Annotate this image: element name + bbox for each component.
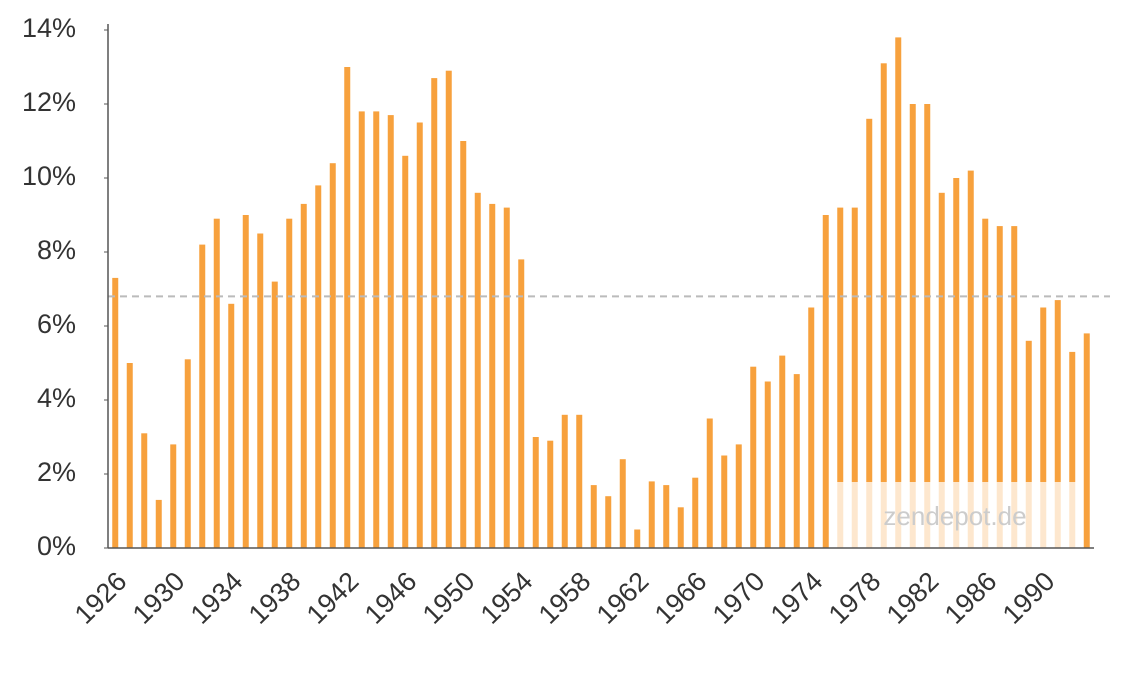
x-tick-label: 1926 (69, 566, 133, 630)
x-tick-label: 1954 (475, 566, 539, 630)
bar (634, 529, 641, 548)
y-tick-label: 12% (22, 87, 76, 117)
bar (489, 203, 496, 548)
watermark-box (837, 482, 1077, 548)
bar (445, 70, 452, 548)
bar (1069, 351, 1076, 548)
bar (141, 433, 148, 548)
bar (474, 192, 481, 549)
bar (503, 207, 510, 548)
x-tick-label: 1942 (301, 566, 365, 630)
bar (271, 281, 278, 548)
bar (199, 244, 206, 548)
bar (518, 259, 525, 548)
bar (735, 444, 742, 548)
bar (677, 507, 684, 548)
x-tick-label: 1990 (997, 566, 1061, 630)
x-tick-label: 1934 (185, 566, 249, 630)
bar (460, 141, 467, 548)
x-tick-label: 1946 (359, 566, 423, 630)
bar (982, 218, 989, 548)
bar (967, 170, 974, 548)
bar (619, 459, 626, 548)
bar (242, 215, 249, 548)
bar (1025, 340, 1032, 548)
bar (532, 437, 539, 548)
y-tick-label: 2% (37, 457, 76, 487)
bar (431, 78, 438, 548)
watermark: zendepot.de (883, 501, 1026, 531)
bar (358, 111, 365, 549)
bar (300, 203, 307, 548)
bar (126, 363, 133, 548)
bar (866, 118, 873, 549)
bar (750, 366, 757, 548)
bar (329, 163, 336, 548)
bar (779, 355, 786, 548)
bar (996, 226, 1003, 548)
bar (387, 115, 394, 548)
y-tick-label: 4% (37, 383, 76, 413)
x-tick-label: 1978 (823, 566, 887, 630)
bar (721, 455, 728, 548)
bar (547, 440, 554, 548)
bar (895, 37, 902, 549)
bar (1040, 307, 1047, 548)
bar (155, 499, 162, 548)
bar (184, 359, 191, 548)
bar (663, 485, 670, 548)
x-tick-label: 1962 (591, 566, 655, 630)
y-tick-label: 0% (37, 531, 76, 561)
bar (706, 418, 713, 548)
x-tick-label: 1966 (649, 566, 713, 630)
bar (416, 122, 423, 548)
x-tick-label: 1938 (243, 566, 307, 630)
bar (590, 485, 597, 548)
y-tick-label: 6% (37, 309, 76, 339)
bar (170, 444, 177, 548)
bar (1083, 333, 1090, 548)
bar (605, 496, 612, 548)
bar (909, 104, 916, 548)
bar (851, 207, 858, 548)
bar (648, 481, 655, 548)
bar (938, 192, 945, 549)
bar (1011, 226, 1018, 548)
bar (692, 477, 699, 548)
y-tick-label: 14% (22, 13, 76, 43)
y-tick-label: 10% (22, 161, 76, 191)
bar (822, 215, 829, 548)
x-tick-label: 1982 (881, 566, 945, 630)
bar (764, 381, 771, 548)
x-tick-label: 1986 (939, 566, 1003, 630)
bar (837, 207, 844, 548)
bar (561, 414, 568, 548)
bar (793, 374, 800, 548)
bar (257, 233, 264, 548)
bar (808, 307, 815, 548)
bar (228, 303, 235, 548)
bar (880, 63, 887, 549)
bar (1054, 300, 1061, 548)
x-tick-label: 1930 (127, 566, 191, 630)
bar (315, 185, 322, 548)
bar (286, 218, 293, 548)
bar (373, 111, 380, 549)
bar (576, 414, 583, 548)
y-tick-label: 8% (37, 235, 76, 265)
bar (924, 104, 931, 548)
x-tick-label: 1970 (707, 566, 771, 630)
bar (344, 67, 351, 548)
bar (402, 155, 409, 549)
x-tick-label: 1950 (417, 566, 481, 630)
x-tick-label: 1958 (533, 566, 597, 630)
x-tick-label: 1974 (765, 566, 829, 630)
bar (213, 218, 220, 548)
bar (112, 277, 119, 548)
bar (953, 178, 960, 548)
